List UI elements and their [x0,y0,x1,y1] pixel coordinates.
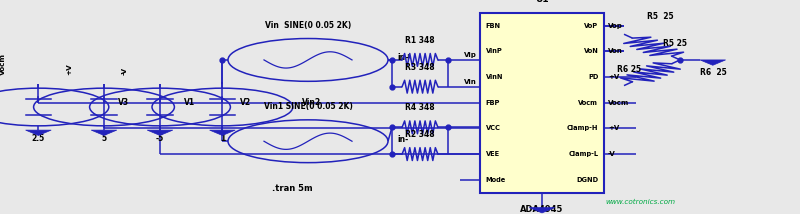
Text: 2.5: 2.5 [32,134,45,143]
Text: FBN: FBN [486,23,501,29]
Text: 1: 1 [220,134,225,143]
Text: Vocm: Vocm [0,53,6,75]
Text: R4 348: R4 348 [405,103,435,112]
FancyBboxPatch shape [480,13,604,193]
Text: Clamp-H: Clamp-H [567,125,598,131]
Polygon shape [210,130,235,135]
Text: V1: V1 [184,98,195,107]
Text: VoP: VoP [584,23,598,29]
Text: Vocm: Vocm [608,100,630,106]
Text: Vin  SINE(0 0.05 2K): Vin SINE(0 0.05 2K) [265,21,351,30]
Text: ADA4945: ADA4945 [520,205,564,214]
Polygon shape [530,208,555,213]
Text: VCC: VCC [486,125,501,131]
Text: +V: +V [66,64,72,75]
Text: Vop: Vop [608,23,623,29]
Text: R2 348: R2 348 [405,130,435,139]
Text: -V: -V [122,67,128,75]
Text: R1 348: R1 348 [405,36,435,45]
Text: VinN: VinN [486,74,503,80]
Text: Vin2: Vin2 [302,98,322,107]
Text: in-: in- [398,135,409,144]
Text: Vin1 SINE(0 0.05 2K): Vin1 SINE(0 0.05 2K) [263,102,353,111]
Text: R3 348: R3 348 [405,63,435,72]
Text: V3: V3 [118,98,130,107]
Text: Vin: Vin [464,79,477,85]
Text: +V: +V [608,74,619,80]
Text: R6 25: R6 25 [617,65,642,74]
Polygon shape [700,60,726,65]
Text: .tran 5m: .tran 5m [272,184,313,193]
Text: R5  25: R5 25 [646,12,674,21]
Text: Von: Von [608,48,622,54]
Text: Mode: Mode [486,177,506,183]
Text: Clamp-L: Clamp-L [568,151,598,157]
Text: www.cotronics.com: www.cotronics.com [605,199,675,205]
Text: VEE: VEE [486,151,500,157]
Text: R5 25: R5 25 [663,39,687,48]
Text: -V: -V [608,151,616,157]
Text: DGND: DGND [576,177,598,183]
Polygon shape [26,130,51,135]
Text: -5: -5 [156,134,164,143]
Polygon shape [147,130,173,135]
Text: VinP: VinP [486,48,502,54]
Polygon shape [91,130,117,135]
Text: U1: U1 [535,0,549,4]
Text: Vocm: Vocm [578,100,598,106]
Text: V2: V2 [240,98,251,107]
Text: VoN: VoN [583,48,598,54]
Text: Vip: Vip [464,52,477,58]
Text: in+: in+ [398,53,412,62]
Text: 5: 5 [102,134,106,143]
Text: +V: +V [608,125,619,131]
Text: FBP: FBP [486,100,500,106]
Text: PD: PD [588,74,598,80]
Text: R6  25: R6 25 [700,68,726,77]
